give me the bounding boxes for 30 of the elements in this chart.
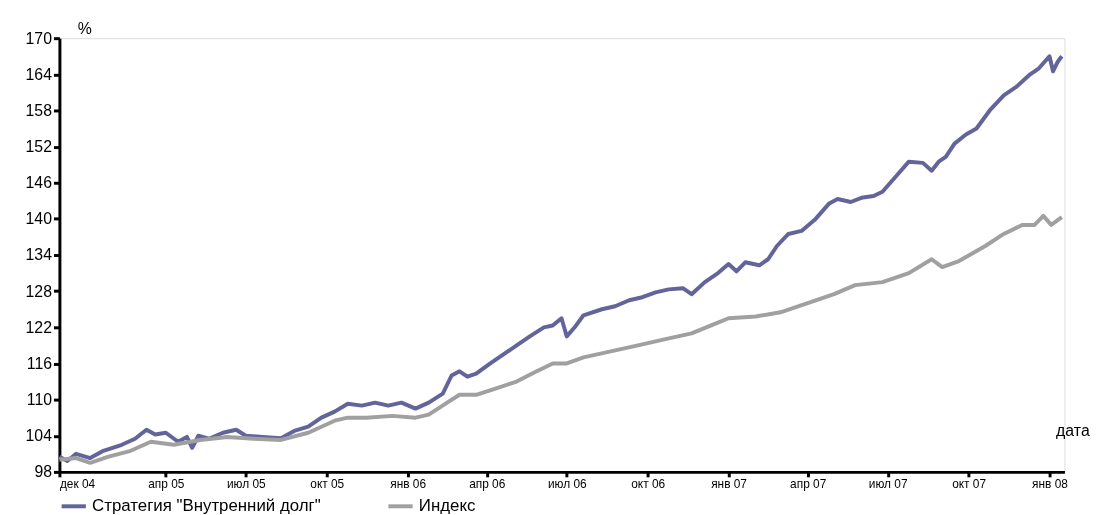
y-tick-label: 122 <box>25 318 52 336</box>
y-tick-label: 104 <box>25 427 53 445</box>
x-tick-label: янв 08 <box>1032 477 1069 492</box>
x-axis-title: дата <box>1056 421 1090 439</box>
y-tick-label: 116 <box>26 354 53 372</box>
y-tick-label: 146 <box>25 174 53 192</box>
y-tick-label: 134 <box>25 246 53 264</box>
y-tick-label: 152 <box>25 138 52 156</box>
x-tick-label: окт 05 <box>310 477 345 492</box>
x-tick-label: апр 07 <box>790 477 827 492</box>
x-tick-label: окт 06 <box>631 477 666 492</box>
x-tick-label: окт 07 <box>952 477 987 492</box>
legend-label: Индекс <box>418 496 476 515</box>
x-tick-label: апр 05 <box>148 477 185 492</box>
x-tick-label: июл 07 <box>868 477 908 492</box>
y-tick-label: 158 <box>25 101 53 119</box>
y-tick-label: 98 <box>34 463 53 481</box>
x-tick-label: апр 06 <box>469 477 506 492</box>
x-tick-label: июл 06 <box>547 477 588 492</box>
y-axis-title: % <box>77 19 92 37</box>
y-tick-label: 164 <box>25 65 53 83</box>
legend-label: Стратегия "Внутренний долг" <box>92 496 321 515</box>
y-tick-label: 110 <box>26 391 53 409</box>
y-tick-label: 128 <box>25 282 53 300</box>
x-tick-label: дек 04 <box>59 477 96 492</box>
y-tick-label: 140 <box>25 210 53 228</box>
x-tick-label: янв 06 <box>390 477 427 492</box>
x-tick-label: янв 07 <box>711 477 747 492</box>
x-tick-label: июл 05 <box>226 477 267 492</box>
y-tick-label: 170 <box>25 29 53 47</box>
